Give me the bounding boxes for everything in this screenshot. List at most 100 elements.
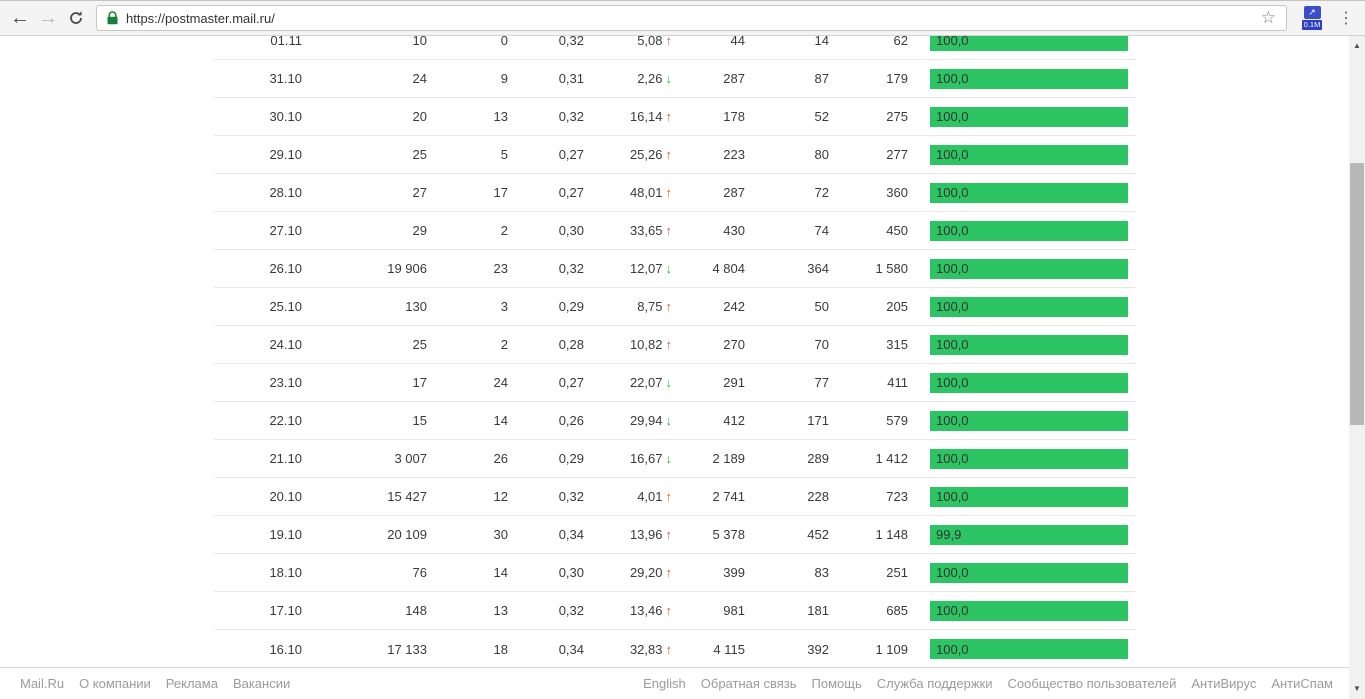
percent-cell: 48,01 ↑ — [584, 185, 672, 200]
trend-up-icon: ↑ — [665, 299, 673, 314]
footer-link[interactable]: АнтиВирус — [1191, 676, 1257, 691]
bookmark-star-icon[interactable]: ☆ — [1260, 8, 1276, 27]
footer-link[interactable]: English — [643, 676, 686, 691]
value-cell: 205 — [886, 299, 908, 314]
value-cell: 13 — [493, 603, 508, 618]
trend-up-icon: ↑ — [665, 147, 673, 162]
reload-icon[interactable] — [62, 4, 90, 32]
date-cell: 16.10 — [269, 641, 302, 657]
percent-cell: 8,75 ↑ — [584, 299, 672, 314]
value-cell: 315 — [886, 337, 908, 352]
browser-menu-icon[interactable]: ⋮ — [1338, 10, 1354, 27]
value-cell: 0,30 — [558, 565, 584, 580]
date-cell: 26.10 — [269, 261, 302, 276]
value-cell: 0,31 — [558, 71, 584, 86]
value-cell: 30 — [493, 527, 508, 542]
delivery-bar: 100,0 — [930, 448, 1128, 469]
value-cell: 10 — [412, 36, 427, 48]
footer-link[interactable]: Сообщество пользователей — [1007, 676, 1177, 691]
bar-cell: 100,0 — [908, 68, 1136, 89]
footer-link[interactable]: АнтиСпам — [1271, 676, 1333, 691]
date-cell: 23.10 — [269, 375, 302, 390]
date-cell: 29.10 — [269, 147, 302, 162]
value-cell: 5 — [500, 147, 508, 162]
stats-table-body: 01.11 10 0 0,32 5,08 ↑ 44 14 62 100,0 31.10 24 9 0,31… — [214, 36, 1136, 667]
value-cell: 3 — [500, 299, 508, 314]
trend-down-icon: ↓ — [665, 413, 673, 428]
vertical-scrollbar[interactable]: ▲ ▼ — [1349, 36, 1365, 699]
date-cell: 28.10 — [269, 185, 302, 200]
percent-cell: 12,07 ↓ — [584, 261, 672, 276]
bar-cell: 100,0 — [908, 36, 1136, 51]
table-row: 16.10 17 133 18 0,34 32,83 ↑ 4 115 392 1 109 100,… — [214, 630, 1136, 667]
percent-cell: 29,20 ↑ — [584, 565, 672, 580]
delivery-bar: 100,0 — [930, 144, 1128, 165]
delivery-bar: 100,0 — [930, 410, 1128, 431]
value-cell: 20 — [412, 109, 427, 124]
trend-up-icon: ↑ — [665, 565, 673, 580]
delivery-bar: 99,9 — [930, 524, 1128, 545]
bar-value: 100,0 — [936, 489, 969, 504]
table-row: 21.10 3 007 26 0,29 16,67 ↓ 2 189 289 1 412 100,0 — [214, 440, 1136, 478]
trend-up-icon: ↑ — [665, 337, 673, 352]
table-row: 25.10 130 3 0,29 8,75 ↑ 242 50 205 100,0 — [214, 288, 1136, 326]
value-cell: 130 — [405, 299, 427, 314]
percent-value: 8,75 — [637, 299, 663, 314]
value-cell: 411 — [887, 375, 908, 390]
trend-up-icon: ↑ — [665, 36, 673, 48]
back-icon[interactable]: ← — [10, 6, 30, 29]
percent-value: 12,07 — [629, 261, 663, 276]
value-cell: 12 — [493, 489, 508, 504]
extension-arrow-icon: ↗ — [1303, 6, 1321, 19]
scrollbar-thumb[interactable] — [1350, 163, 1364, 425]
value-cell: 4 115 — [713, 641, 745, 657]
percent-value: 13,46 — [629, 603, 663, 618]
footer-link[interactable]: Помощь — [811, 676, 862, 691]
bar-cell: 100,0 — [908, 334, 1136, 355]
bar-cell: 100,0 — [908, 372, 1136, 393]
value-cell: 291 — [723, 375, 745, 390]
bar-value: 100,0 — [936, 603, 969, 618]
percent-cell: 4,01 ↑ — [584, 489, 672, 504]
secure-lock-icon[interactable] — [107, 11, 118, 25]
value-cell: 24 — [412, 71, 427, 86]
extension-badge: 0.1M — [1301, 20, 1323, 30]
scroll-down-icon[interactable]: ▼ — [1353, 684, 1361, 693]
percent-value: 32,83 — [629, 641, 663, 657]
footer-link[interactable]: Служба поддержки — [876, 676, 993, 691]
scroll-up-icon[interactable]: ▲ — [1353, 41, 1361, 50]
table-row: 18.10 76 14 0,30 29,20 ↑ 399 83 251 100,0 — [214, 554, 1136, 592]
trend-up-icon: ↑ — [665, 223, 673, 238]
value-cell: 0,27 — [558, 147, 584, 162]
value-cell: 14 — [814, 36, 829, 48]
value-cell: 80 — [814, 147, 829, 162]
value-cell: 179 — [886, 71, 908, 86]
table-row: 23.10 17 24 0,27 22,07 ↓ 291 77 411 100,0 — [214, 364, 1136, 402]
trend-up-icon: ↑ — [665, 603, 673, 618]
value-cell: 1 580 — [875, 261, 908, 276]
value-cell: 251 — [886, 565, 908, 580]
value-cell: 13 — [493, 109, 508, 124]
address-bar[interactable]: https://postmaster.mail.ru/ ☆ — [96, 5, 1287, 31]
percent-cell: 25,26 ↑ — [584, 147, 672, 162]
value-cell: 2 189 — [712, 451, 745, 466]
percent-cell: 13,46 ↑ — [584, 603, 672, 618]
percent-value: 2,26 — [637, 71, 663, 86]
footer-link[interactable]: Реклама — [165, 676, 218, 691]
footer-link[interactable]: О компании — [79, 676, 151, 691]
value-cell: 0 — [500, 36, 508, 48]
percent-cell: 33,65 ↑ — [584, 223, 672, 238]
url-input[interactable]: https://postmaster.mail.ru/ — [126, 10, 275, 26]
value-cell: 0,27 — [558, 375, 584, 390]
footer-link[interactable]: Обратная связь — [700, 676, 797, 691]
value-cell: 0,28 — [558, 337, 584, 352]
bar-value: 100,0 — [936, 299, 969, 314]
extension-button[interactable]: ↗ 0.1M — [1297, 6, 1327, 30]
percent-cell: 5,08 ↑ — [584, 36, 672, 48]
value-cell: 392 — [807, 641, 829, 657]
footer-link[interactable]: Вакансии — [232, 676, 291, 691]
value-cell: 0,26 — [558, 413, 584, 428]
footer-link[interactable]: Mail.Ru — [20, 676, 65, 691]
delivery-bar: 100,0 — [930, 36, 1128, 51]
value-cell: 20 109 — [387, 527, 427, 542]
